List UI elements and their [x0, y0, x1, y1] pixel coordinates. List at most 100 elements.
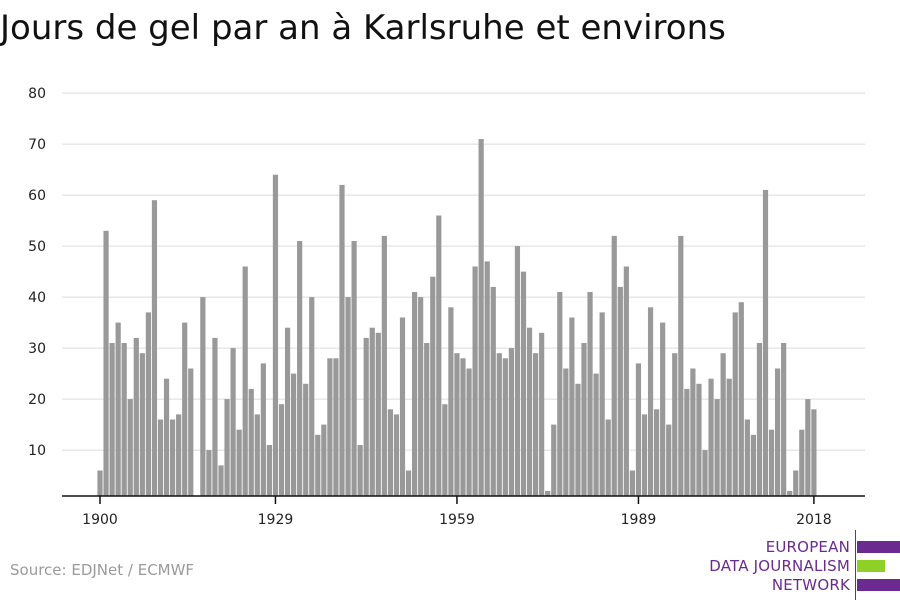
bar-1990	[641, 414, 648, 496]
bar-1933	[297, 241, 303, 496]
x-tick-label: 1989	[621, 512, 657, 528]
bar-1926	[254, 414, 260, 496]
bar-2007	[744, 419, 750, 496]
bar-2015	[793, 470, 799, 496]
bar-1992	[654, 409, 660, 496]
x-axis-ticks: 1900 1929 1959 1989 2018	[82, 496, 832, 528]
bar-1939	[333, 358, 339, 496]
bar-2006	[738, 302, 744, 496]
bar-2018	[811, 409, 817, 496]
y-tick-label: 20	[28, 392, 46, 408]
source-note: Source: EDJNet / ECMWF	[10, 561, 195, 579]
bar-2008	[750, 434, 756, 496]
edjnet-logo: EUROPEAN DATA JOURNALISM NETWORK	[700, 530, 900, 600]
bar-1929	[272, 174, 279, 496]
bar-2017	[805, 399, 811, 496]
bar-1944	[363, 337, 369, 496]
x-tick-label: 1959	[439, 512, 475, 528]
bar-1993	[660, 322, 666, 496]
bar-1987	[623, 266, 629, 496]
bar-1917	[200, 297, 206, 496]
bar-1900	[97, 470, 103, 496]
bar-1954	[424, 343, 430, 496]
bar-2000	[702, 450, 708, 496]
bar-1962	[472, 266, 478, 496]
bar-2016	[799, 429, 805, 496]
bar-1921	[224, 399, 230, 496]
bar-1936	[315, 434, 321, 496]
bar-1923	[236, 429, 242, 496]
bar-1901	[103, 230, 109, 497]
bar-1920	[218, 465, 224, 496]
y-tick-label: 80	[28, 86, 46, 102]
bar-1956	[436, 215, 442, 496]
logo-line-3: NETWORK	[771, 576, 850, 594]
bar-2004	[726, 378, 732, 496]
bar-1958	[448, 307, 454, 496]
bar-2012	[775, 368, 781, 496]
bar-1995	[672, 353, 678, 496]
bar-1978	[569, 317, 575, 496]
bar-1907	[139, 353, 145, 496]
bar-1971	[526, 327, 533, 496]
y-axis-ticks: 10 20 30 40 50 60 70 80	[28, 86, 46, 459]
bar-1974	[545, 490, 551, 496]
bar-1950	[399, 317, 406, 496]
bar-1965	[490, 286, 496, 496]
bar-1924	[242, 266, 248, 496]
bar-1973	[539, 332, 545, 496]
bar-1977	[563, 368, 569, 496]
bar-1902	[109, 343, 115, 496]
bar-1969	[514, 246, 521, 496]
logo-line-2: DATA JOURNALISM	[709, 557, 850, 575]
logo-bar-middle	[857, 560, 885, 572]
logo-bar-bottom	[857, 579, 900, 591]
y-tick-label: 10	[28, 443, 46, 459]
bar-2010	[762, 190, 769, 496]
logo-bar-top	[857, 541, 900, 553]
bar-1966	[496, 353, 502, 496]
bar-1976	[557, 292, 563, 496]
y-tick-label: 30	[28, 341, 46, 357]
bar-1905	[127, 399, 133, 496]
bar-1970	[520, 271, 527, 496]
bar-1949	[393, 414, 400, 496]
bar-1945	[369, 327, 375, 496]
bar-1985	[611, 235, 617, 496]
bar-1991	[647, 307, 654, 496]
bar-1914	[182, 322, 188, 496]
bar-1989	[635, 363, 642, 496]
bar-1922	[230, 348, 236, 496]
bar-1918	[206, 450, 212, 496]
bar-1967	[502, 358, 508, 496]
bar-1931	[284, 327, 291, 496]
bar-2002	[714, 399, 720, 496]
bar-1997	[684, 388, 690, 496]
bar-1994	[666, 424, 672, 496]
bar-1986	[617, 286, 623, 496]
bar-1968	[508, 348, 514, 496]
bar-1932	[291, 373, 297, 496]
chart-title: Jours de gel par an à Karlsruhe et envir…	[0, 8, 726, 48]
bar-1998	[690, 368, 696, 496]
bar-1925	[248, 388, 254, 496]
bar-1948	[387, 409, 393, 496]
bar-1952	[412, 292, 418, 496]
bar-1946	[375, 332, 381, 496]
bar-1996	[678, 235, 684, 496]
bar-1959	[454, 353, 460, 496]
bar-1908	[145, 312, 151, 496]
bar-1981	[587, 292, 593, 496]
x-tick-label: 2018	[796, 512, 832, 528]
bar-1906	[133, 337, 139, 496]
logo-divider	[855, 530, 856, 600]
bar-1963	[478, 139, 484, 496]
y-tick-label: 50	[28, 239, 46, 255]
bar-1928	[266, 445, 272, 496]
bar-1935	[309, 297, 315, 496]
bar-1957	[442, 404, 448, 496]
y-tick-label: 60	[28, 188, 46, 204]
bar-1930	[278, 404, 285, 496]
bar-1943	[357, 445, 363, 496]
